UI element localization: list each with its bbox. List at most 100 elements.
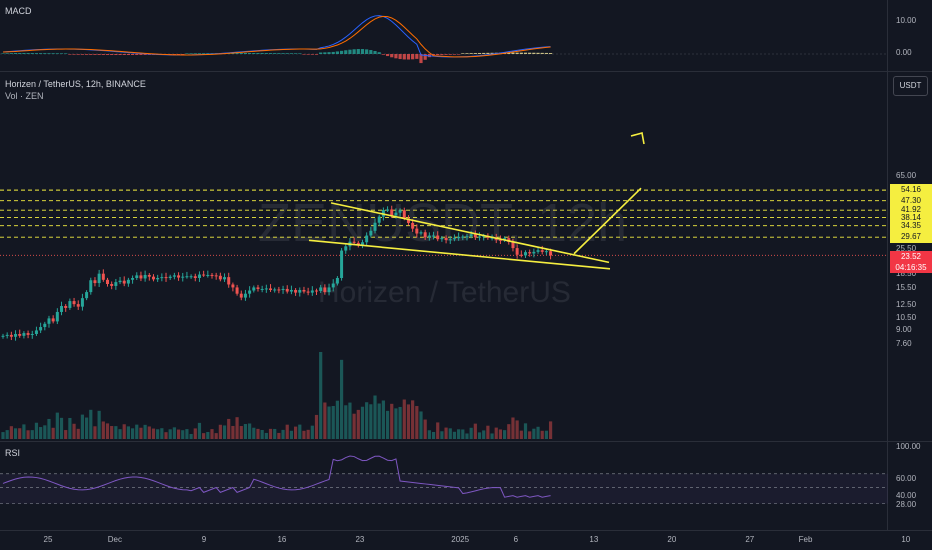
macd-histogram-bar: [419, 54, 423, 64]
candle: [151, 276, 155, 280]
macd-axis-label: 0.00: [896, 48, 912, 57]
level-tag: 47.30: [890, 194, 932, 207]
candle: [369, 230, 373, 236]
signal-line: [2, 15, 551, 58]
volume-bar: [89, 409, 93, 439]
macd-histogram-bar: [34, 53, 39, 54]
macd-histogram-bar: [323, 52, 327, 54]
macd-histogram-bar: [473, 53, 477, 54]
candle: [377, 216, 381, 223]
price-axis-label: 18.50: [896, 269, 917, 279]
volume-bar: [160, 428, 164, 439]
macd-histogram-bar: [548, 53, 553, 54]
volume-bar: [494, 427, 498, 439]
time-axis-label: 16: [277, 535, 287, 544]
volume-bar: [423, 419, 427, 439]
volume-bar: [189, 434, 193, 439]
macd-histogram-bar: [436, 54, 440, 55]
candle: [452, 238, 456, 240]
volume-bar: [243, 424, 248, 439]
volume-bar: [540, 430, 544, 439]
projection-arrowhead: [630, 131, 645, 145]
candle: [93, 280, 97, 284]
volume-bar: [135, 424, 139, 439]
candle: [64, 306, 68, 308]
volume-bar: [294, 426, 298, 439]
candle: [344, 246, 348, 251]
candle: [427, 235, 431, 238]
candle: [47, 318, 51, 324]
macd-histogram-bar: [348, 49, 352, 54]
watermark-symbol: ZENUSDT, 12h: [258, 193, 628, 253]
candle: [503, 238, 507, 241]
candle: [14, 333, 18, 337]
volume-bar: [498, 429, 503, 439]
level-tag: 29.67: [890, 231, 932, 244]
volume-bar: [548, 421, 553, 439]
time-axis-label: 25: [43, 535, 53, 544]
volume-bar: [511, 417, 515, 439]
candle: [340, 250, 344, 279]
candle: [160, 277, 164, 279]
macd-histogram-bar: [122, 54, 126, 55]
volume-bar: [377, 403, 381, 439]
macd-histogram-bar: [469, 53, 473, 54]
volume-bar: [369, 404, 373, 439]
macd-histogram-bar: [335, 51, 339, 54]
macd-pane-label: MACD: [5, 6, 32, 16]
candle: [327, 287, 331, 293]
macd-axis-label: 10.00: [896, 16, 917, 25]
macd-histogram-bar: [89, 54, 93, 55]
volume-bar: [289, 430, 294, 439]
macd-histogram-bar: [248, 53, 252, 54]
volume-label: Vol · ZEN: [5, 91, 44, 101]
currency-button[interactable]: USDT: [893, 76, 928, 96]
volume-bar: [348, 402, 352, 439]
volume-bar: [9, 426, 13, 439]
volume-bar: [80, 414, 85, 439]
candle: [89, 280, 93, 293]
volume-bar: [248, 423, 252, 439]
volume-bar: [523, 423, 528, 439]
volume-bar: [381, 400, 385, 439]
macd-histogram-bar: [360, 49, 365, 54]
macd-histogram-bar: [76, 54, 80, 55]
candle: [356, 242, 360, 245]
macd-histogram-bar: [114, 54, 118, 55]
macd-histogram-bar: [352, 49, 356, 54]
price-axis-label: 25.50: [896, 244, 917, 254]
macd-histogram-bar: [101, 54, 105, 55]
macd-histogram-bar: [532, 52, 536, 54]
volume-bar: [419, 411, 423, 439]
volume-bar: [30, 430, 34, 439]
candle: [231, 284, 235, 288]
candle: [68, 301, 72, 308]
volume-bar: [227, 418, 231, 439]
volume-bar: [118, 429, 122, 439]
candle: [315, 290, 318, 292]
macd-histogram-bar: [26, 53, 30, 54]
candle: [97, 273, 101, 284]
macd-histogram-bar: [461, 53, 465, 54]
time-axis-label: 9: [201, 535, 207, 544]
macd-histogram-bar: [93, 54, 97, 55]
candle: [360, 242, 364, 245]
price-axis-label: 10.50: [896, 313, 917, 323]
candle: [498, 239, 502, 241]
volume-bar: [59, 417, 64, 439]
volume-bar: [114, 426, 118, 439]
macd-histogram-bar: [394, 54, 398, 59]
volume-bar: [126, 426, 130, 439]
time-axis-label: Dec: [107, 535, 122, 544]
time-axis-label: 6: [513, 535, 519, 544]
candle: [398, 210, 402, 213]
volume-bar: [214, 433, 218, 439]
candle: [227, 277, 231, 285]
time-axis-label: 13: [589, 535, 599, 544]
volume-bar: [68, 417, 72, 439]
candle: [549, 251, 553, 256]
volume-bar: [440, 431, 444, 439]
volume-bar: [385, 410, 390, 439]
candle: [122, 280, 126, 284]
